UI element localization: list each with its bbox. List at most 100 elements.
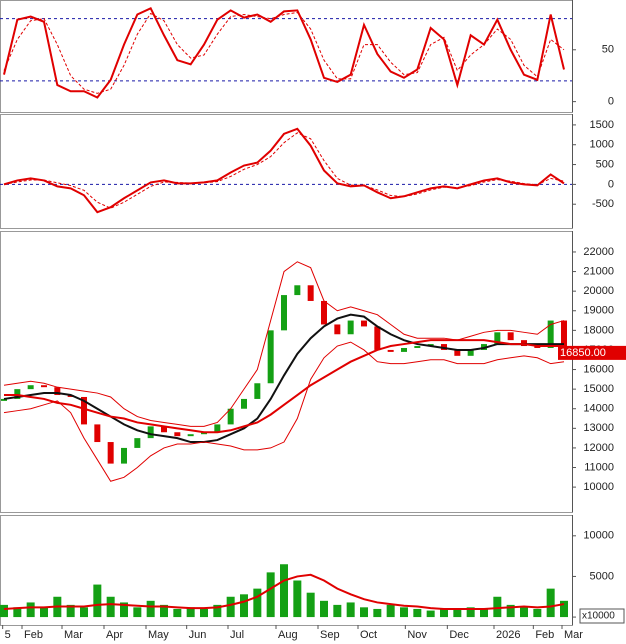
- candle-body: [387, 349, 394, 352]
- volume-bar: [26, 602, 35, 618]
- candle-body: [467, 349, 474, 356]
- volume-bar: [0, 604, 8, 618]
- x-tick-label: Apr: [106, 629, 123, 641]
- volume-bar: [293, 580, 302, 618]
- volume-bar: [133, 607, 142, 618]
- volume-bar: [480, 608, 488, 618]
- volume-bar: [93, 584, 102, 618]
- volume-bar: [200, 608, 208, 618]
- candle-body: [401, 347, 407, 352]
- candle-body: [414, 346, 421, 348]
- candle-body: [187, 434, 194, 437]
- x-tick-label: May: [148, 629, 169, 641]
- volume-bar: [120, 602, 128, 618]
- volume-bar: [426, 610, 435, 618]
- indicator-line: [3, 261, 565, 427]
- candle-body: [241, 398, 247, 409]
- x-tick-label: 5: [5, 629, 11, 641]
- candle-body: [147, 426, 154, 439]
- candle-body: [281, 295, 287, 331]
- indicator-line: [3, 313, 564, 444]
- volume-bar: [493, 596, 502, 618]
- y-tick-label: 1000: [590, 139, 614, 151]
- x-tick-label: Feb: [24, 629, 43, 641]
- candle-body: [161, 426, 167, 433]
- candle-body: [347, 320, 354, 335]
- candle-body: [214, 424, 221, 433]
- volume-bar: [146, 600, 155, 618]
- indicator-line: [4, 339, 564, 434]
- volume-bar: [506, 604, 515, 618]
- candle-body: [94, 424, 101, 443]
- y-tick-label: 5000: [590, 570, 614, 582]
- price-tag: [558, 345, 626, 360]
- y-tick-label: 500: [596, 158, 614, 170]
- indicator-line: [3, 11, 565, 94]
- y-tick-label: 1500: [590, 119, 614, 131]
- candle-body: [361, 320, 367, 327]
- candle-body: [494, 332, 501, 345]
- unit-box: [579, 608, 625, 624]
- x-tick-label: Nov: [407, 629, 427, 641]
- candle-body: [321, 300, 327, 325]
- x-tick-label: Aug: [278, 629, 298, 641]
- x-tick-label: Feb: [535, 629, 554, 641]
- x-tick-label: Mar: [564, 629, 583, 641]
- volume-bar: [80, 607, 88, 618]
- candle-body: [121, 447, 127, 464]
- candle-body: [107, 442, 114, 464]
- volume-bar: [240, 594, 248, 618]
- candle-body: [374, 326, 381, 350]
- panel-frame: [0, 114, 573, 229]
- volume-bar: [280, 564, 288, 618]
- candle-body: [547, 320, 554, 348]
- x-tick-label: Jul: [230, 629, 244, 641]
- volume-bar: [386, 604, 395, 618]
- indicator-line: [3, 6, 565, 99]
- y-tick-label: 21000: [583, 265, 614, 277]
- y-tick-label: 16000: [583, 363, 614, 375]
- volume-bar: [213, 604, 222, 618]
- volume-bar: [360, 607, 368, 618]
- indicator-line: [3, 341, 565, 482]
- x-tick-label: 2026: [496, 629, 520, 641]
- volume-bar: [173, 608, 182, 618]
- y-tick-label: -500: [592, 198, 614, 210]
- volume-bar: [186, 607, 195, 618]
- candle-body: [254, 383, 261, 399]
- y-tick-label: 18000: [583, 324, 614, 336]
- x-tick-label: Jun: [189, 629, 207, 641]
- volume-bar: [560, 600, 568, 618]
- volume-bar: [546, 588, 555, 618]
- y-tick-label: 10000: [583, 481, 614, 493]
- volume-bar: [13, 607, 22, 618]
- indicator-line: [3, 573, 565, 610]
- candle-body: [561, 320, 567, 353]
- y-tick-label: 0: [608, 96, 614, 108]
- y-tick-label: 15000: [583, 383, 614, 395]
- indicator-line: [3, 132, 565, 209]
- candle-body: [174, 432, 181, 437]
- volume-bar: [413, 608, 422, 618]
- candle-body: [27, 385, 34, 390]
- volume-bar: [266, 572, 275, 618]
- y-tick-label: 0: [608, 178, 614, 190]
- volume-bar: [306, 592, 315, 618]
- volume-bar: [333, 604, 342, 618]
- y-tick-label: 12000: [583, 442, 614, 454]
- volume-bar: [40, 606, 48, 618]
- volume-bar: [466, 607, 475, 618]
- volume-bar: [440, 608, 448, 618]
- candle-body: [267, 330, 274, 384]
- candle-body: [334, 324, 341, 335]
- volume-bar: [160, 604, 168, 618]
- y-tick-label: 14000: [583, 403, 614, 415]
- y-tick-label: 11000: [584, 461, 614, 473]
- y-tick-label: 13000: [583, 422, 614, 434]
- x-tick-label: Dec: [449, 629, 469, 641]
- candle-body: [81, 396, 87, 425]
- y-tick-label: 10000: [583, 530, 614, 542]
- x-tick-label: Mar: [64, 629, 83, 641]
- candle-body: [307, 285, 314, 301]
- candle-body: [134, 438, 141, 448]
